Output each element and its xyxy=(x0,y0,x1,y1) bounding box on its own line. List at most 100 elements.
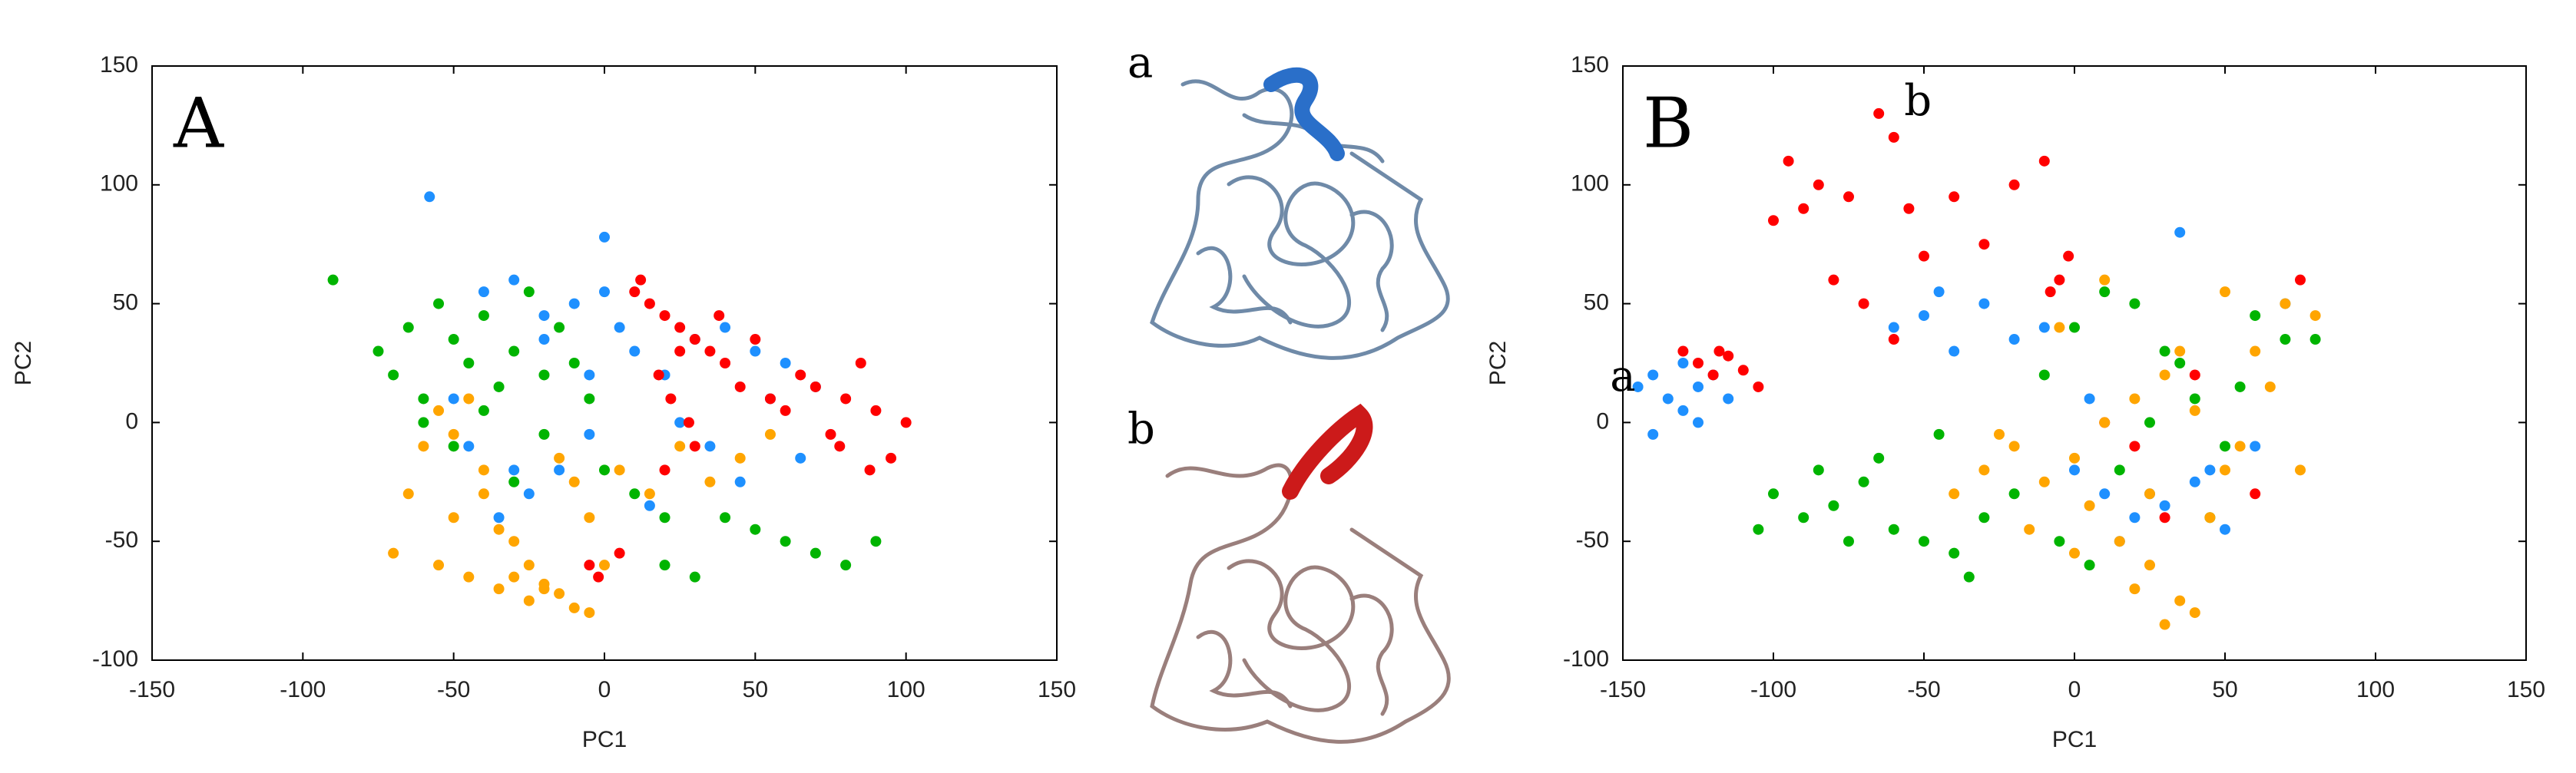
point xyxy=(2295,464,2306,476)
point xyxy=(463,571,475,583)
point xyxy=(478,286,489,298)
point xyxy=(1723,350,1734,362)
point xyxy=(659,512,670,524)
point xyxy=(584,428,595,440)
point xyxy=(599,560,610,571)
point xyxy=(1632,381,1644,392)
point xyxy=(2099,286,2111,298)
point xyxy=(1713,345,1725,357)
point xyxy=(2159,369,2170,381)
point xyxy=(463,358,475,368)
point xyxy=(704,476,716,487)
x-axis-label: PC1 xyxy=(582,727,627,752)
point xyxy=(689,334,700,345)
x-tick-label: -150 xyxy=(1600,677,1646,702)
point xyxy=(2174,595,2186,606)
x-tick-label: 100 xyxy=(887,677,925,702)
point xyxy=(750,345,761,357)
point xyxy=(2309,334,2321,345)
point xyxy=(1949,191,1960,203)
point xyxy=(2069,452,2080,464)
point xyxy=(584,512,595,524)
point xyxy=(1753,381,1764,392)
point xyxy=(1737,365,1749,376)
point xyxy=(780,405,791,416)
point xyxy=(734,381,746,392)
point xyxy=(629,488,641,500)
point xyxy=(327,274,339,286)
annotation: a xyxy=(1610,352,1635,401)
x-tick-label: 100 xyxy=(2356,677,2395,702)
point xyxy=(599,464,610,476)
point xyxy=(1798,203,1809,214)
point xyxy=(2280,334,2291,345)
point xyxy=(840,560,852,571)
x-tick-label: 0 xyxy=(2068,677,2081,702)
point xyxy=(810,547,821,559)
y-axis-label: PC2 xyxy=(1485,341,1511,385)
point xyxy=(2084,500,2095,511)
y-tick-label: 150 xyxy=(100,52,138,78)
point xyxy=(2174,226,2186,238)
point xyxy=(448,428,459,440)
point xyxy=(508,464,520,476)
point xyxy=(674,417,686,428)
point xyxy=(900,417,912,428)
point xyxy=(2189,405,2200,416)
point xyxy=(2144,488,2155,500)
point xyxy=(584,560,595,571)
point xyxy=(584,393,595,405)
point xyxy=(1858,476,1869,487)
point xyxy=(614,547,625,559)
point xyxy=(780,358,791,368)
point xyxy=(1949,488,1960,500)
point xyxy=(2084,393,2095,405)
point xyxy=(418,417,429,428)
point xyxy=(2189,393,2200,405)
point xyxy=(614,464,625,476)
point xyxy=(478,488,489,500)
point xyxy=(1949,345,1960,357)
point xyxy=(372,345,384,357)
point xyxy=(1933,428,1945,440)
point xyxy=(2008,179,2020,190)
point xyxy=(2038,476,2050,487)
point xyxy=(1978,464,1990,476)
point xyxy=(478,310,489,322)
structure-label: a xyxy=(1127,38,1153,88)
point xyxy=(1813,464,1824,476)
point xyxy=(1693,381,1704,392)
point xyxy=(734,476,746,487)
point xyxy=(2189,607,2200,619)
point xyxy=(870,536,882,547)
point xyxy=(2250,441,2261,452)
point xyxy=(2309,310,2321,322)
point xyxy=(2250,488,2261,500)
y-tick-label: 50 xyxy=(113,290,138,315)
point xyxy=(1903,203,1915,214)
y-axis-label: PC2 xyxy=(11,341,36,385)
point xyxy=(448,393,459,405)
y-tick-label: 0 xyxy=(1596,408,1609,434)
point xyxy=(2129,512,2141,524)
point xyxy=(780,536,791,547)
point xyxy=(1753,524,1764,535)
point xyxy=(448,441,459,452)
point xyxy=(1888,524,1899,535)
point xyxy=(2159,619,2170,630)
point xyxy=(886,452,897,464)
y-tick-label: 50 xyxy=(1584,290,1609,315)
point xyxy=(689,571,700,583)
plot-frame xyxy=(151,65,1058,661)
point xyxy=(2038,155,2050,167)
point xyxy=(644,488,655,500)
point xyxy=(554,322,565,333)
point xyxy=(689,441,700,452)
point xyxy=(424,191,435,203)
point xyxy=(584,607,595,619)
point xyxy=(2250,310,2261,322)
point xyxy=(2008,488,2020,500)
point xyxy=(2159,345,2170,357)
point xyxy=(2264,381,2276,392)
